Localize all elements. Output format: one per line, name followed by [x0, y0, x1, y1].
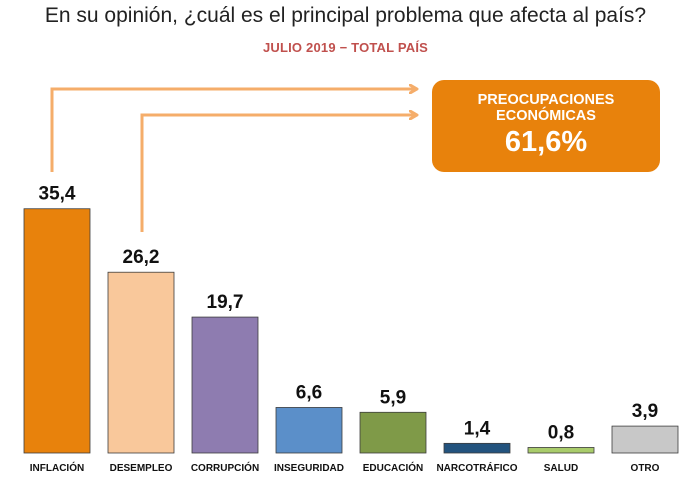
value-label: 5,9 — [380, 387, 406, 408]
value-label: 35,4 — [39, 184, 76, 205]
chart-title: En su opinión, ¿cuál es el principal pro… — [44, 4, 647, 27]
category-label: OTRO — [631, 463, 660, 474]
category-label: CORRUPCIÓN — [191, 461, 259, 474]
chart-subtitle: JULIO 2019 − TOTAL PAÍS — [262, 40, 429, 55]
value-label: 0,8 — [548, 422, 574, 443]
callout-label-line1: PREOCUPACIONES — [477, 92, 615, 108]
value-label: 6,6 — [296, 382, 322, 403]
bar-otro — [611, 425, 679, 454]
value-label: 26,2 — [123, 247, 160, 268]
category-label: DESEMPLEO — [110, 463, 173, 474]
bar-educación — [359, 411, 427, 454]
callout-arrows — [50, 89, 416, 232]
category-label: NARCOTRÁFICO — [436, 461, 517, 474]
bar-salud — [527, 447, 595, 454]
arrow-inflacion — [50, 89, 416, 172]
category-label: INFLACIÓN — [30, 461, 84, 474]
category-label: INSEGURIDAD — [274, 463, 344, 474]
value-label: 19,7 — [207, 292, 244, 313]
arrow-desempleo — [140, 115, 416, 232]
bar-inflación — [23, 208, 91, 454]
bar-inseguridad — [275, 407, 343, 454]
bar-corrupción — [191, 316, 259, 454]
callout-label-line2: ECONÓMICAS — [496, 108, 596, 124]
bar-desempleo — [107, 271, 175, 454]
callout-value: 61,6% — [504, 126, 588, 158]
value-label: 1,4 — [464, 418, 491, 439]
category-label: SALUD — [544, 463, 578, 474]
value-label: 3,9 — [632, 401, 658, 422]
category-label: EDUCACIÓN — [363, 461, 424, 474]
economic-concerns-callout: PREOCUPACIONES ECONÓMICAS 61,6% — [432, 80, 660, 172]
bar-narcotráfico — [443, 442, 511, 454]
